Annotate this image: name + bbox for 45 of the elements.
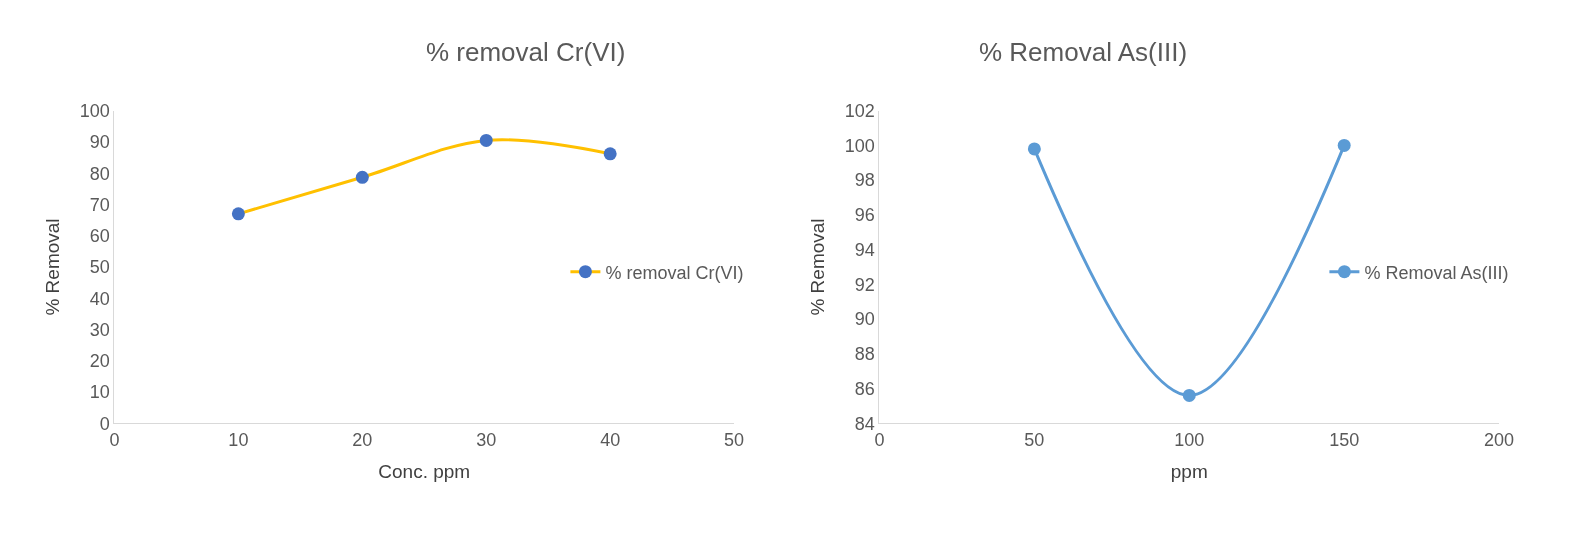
chart-title: % removal Cr(VI) <box>426 37 626 67</box>
point <box>603 147 617 161</box>
y-tick-label: 0 <box>99 413 110 434</box>
y-tick-label: 94 <box>854 239 875 260</box>
x-tick-label: 30 <box>476 429 497 450</box>
chart-title: % Removal As(III) <box>979 37 1188 67</box>
point <box>1027 142 1041 156</box>
y-tick-label: 88 <box>854 344 875 365</box>
y-tick-label: 86 <box>854 378 875 399</box>
y-tick-label: 40 <box>89 288 110 309</box>
x-tick-label: 100 <box>1174 429 1205 450</box>
y-tick-label: 90 <box>854 309 875 330</box>
y-tick-label: 98 <box>854 170 875 191</box>
y-tick-label: 90 <box>89 132 110 153</box>
x-tick-label: 50 <box>724 429 745 450</box>
y-tick-label: 80 <box>89 163 110 184</box>
y-tick-label: 70 <box>89 194 110 215</box>
y-tick-label: 10 <box>89 382 110 403</box>
y-axis-title: % Removal <box>41 218 63 316</box>
point <box>231 207 245 221</box>
x-tick-label: 150 <box>1329 429 1360 450</box>
point <box>1182 388 1196 402</box>
y-tick-label: 30 <box>89 319 110 340</box>
y-tick-label: 92 <box>854 274 875 295</box>
y-tick-label: 96 <box>854 205 875 226</box>
y-tick-label: 102 <box>844 101 875 122</box>
x-tick-label: 40 <box>600 429 621 450</box>
y-tick-label: 100 <box>79 101 110 122</box>
y-tick-label: 60 <box>89 226 110 247</box>
y-tick-label: 84 <box>854 413 875 434</box>
point <box>355 170 369 184</box>
x-tick-label: 20 <box>352 429 373 450</box>
x-tick-label: 10 <box>228 429 249 450</box>
x-axis-title: ppm <box>1170 460 1208 482</box>
point <box>479 133 493 147</box>
y-tick-label: 100 <box>844 135 875 156</box>
x-axis-title: Conc. ppm <box>378 460 471 482</box>
y-tick-label: 50 <box>89 257 110 278</box>
legend-label: % removal Cr(VI) <box>605 262 744 283</box>
point <box>1337 138 1351 152</box>
x-tick-label: 200 <box>1484 429 1515 450</box>
legend-label: % Removal As(III) <box>1364 262 1509 283</box>
y-tick-label: 20 <box>89 351 110 371</box>
x-tick-label: 50 <box>1024 429 1045 450</box>
y-axis-title: % Removal <box>806 218 828 316</box>
